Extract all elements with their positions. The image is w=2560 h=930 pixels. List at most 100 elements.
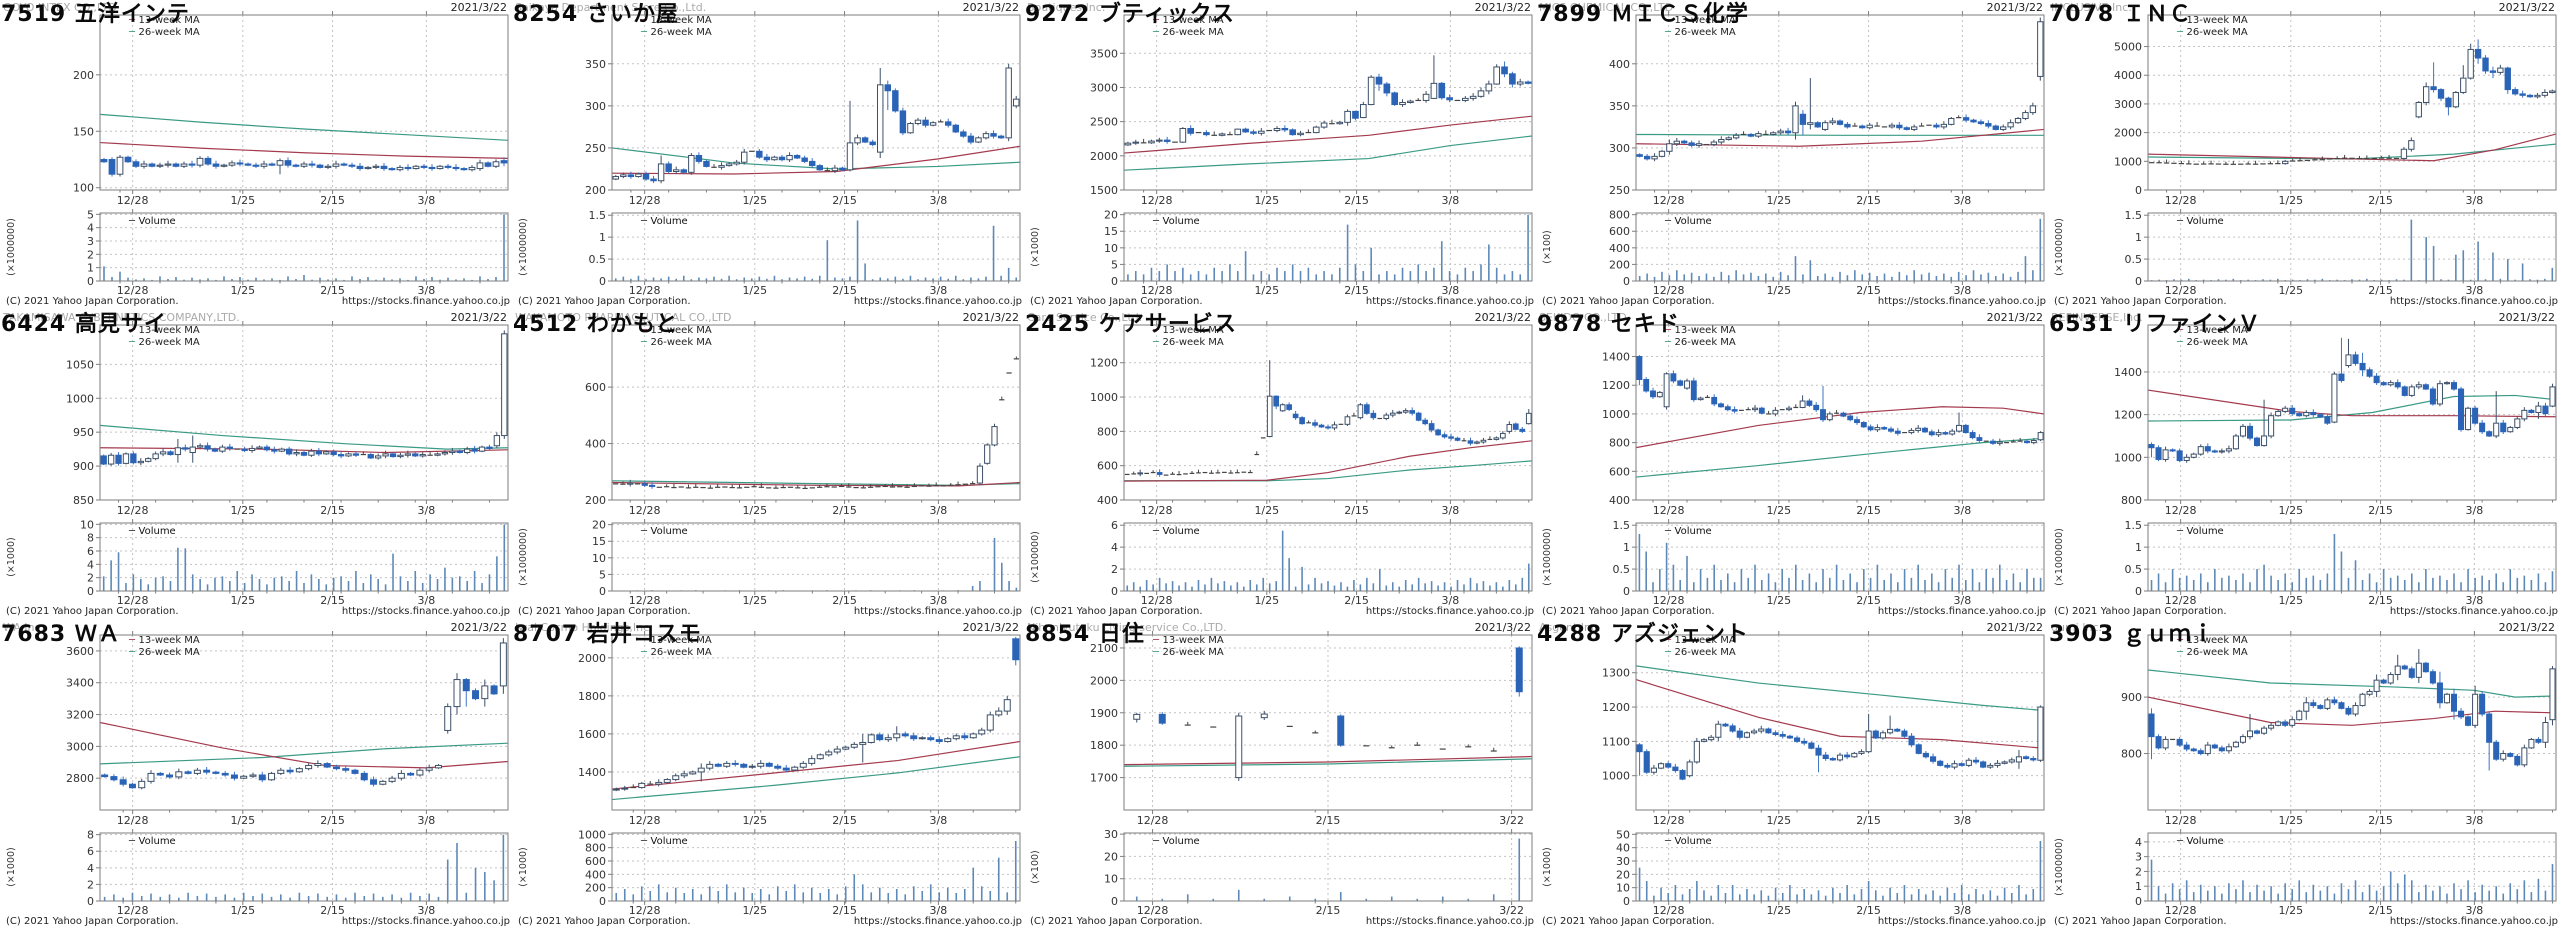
svg-text:2/15: 2/15 — [2368, 284, 2393, 297]
copyright-row: (C) 2021 Yahoo Japan Corporation. https:/… — [6, 296, 510, 307]
ma26-legend-marker: ─ — [641, 647, 651, 658]
chart-title: 7078 ＩＮＣ — [2049, 2, 2192, 27]
svg-text:0: 0 — [599, 275, 606, 288]
svg-text:12/28: 12/28 — [1137, 814, 1169, 827]
svg-text:1200: 1200 — [2114, 409, 2142, 422]
svg-text:30: 30 — [1104, 828, 1118, 841]
chart-title: 7683 ＷＡ — [1, 622, 121, 647]
svg-text:1000: 1000 — [578, 828, 606, 841]
svg-text:3/8: 3/8 — [2466, 814, 2484, 827]
ma13-legend-marker: ─ — [1153, 325, 1163, 336]
svg-text:600: 600 — [1097, 460, 1118, 473]
svg-text:3: 3 — [87, 235, 94, 248]
ma26-legend-item: ─ 26-week MA — [1153, 27, 1224, 38]
svg-text:400: 400 — [1609, 58, 1630, 71]
svg-text:0: 0 — [87, 275, 94, 288]
ma13-legend-item: ─ 13-week MA — [1665, 635, 1736, 646]
volume-legend-marker: ─ — [2177, 836, 2187, 847]
chart-svg-7519: 12/2812/281/251/252/152/153/83/810015020… — [6, 11, 509, 297]
copyright-text: (C) 2021 Yahoo Japan Corporation. — [1542, 916, 1715, 927]
svg-text:3/8: 3/8 — [1442, 284, 1460, 297]
svg-text:1: 1 — [599, 231, 606, 244]
svg-text:4: 4 — [1111, 541, 1118, 554]
svg-text:2/15: 2/15 — [832, 504, 857, 517]
volume-legend-marker: ─ — [1665, 216, 1675, 227]
ma13-line — [1635, 128, 2045, 147]
chart-watermark: WA,Inc. — [3, 621, 45, 634]
svg-text:0: 0 — [599, 895, 606, 908]
ma26-line — [1635, 133, 2044, 136]
svg-text:1/25: 1/25 — [230, 504, 255, 517]
svg-text:1/25: 1/25 — [1254, 504, 1279, 517]
volume-bars — [614, 220, 1018, 281]
svg-text:400: 400 — [585, 438, 606, 451]
svg-text:2/15: 2/15 — [320, 814, 345, 827]
site-url: https://stocks.finance.yahoo.co.jp — [1877, 296, 2046, 307]
svg-text:3000: 3000 — [66, 740, 94, 753]
chart-date: 2021/3/22 — [1474, 311, 1531, 324]
copyright-row: (C) 2021 Yahoo Japan Corporation. https:/… — [6, 916, 510, 927]
copyright-text: (C) 2021 Yahoo Japan Corporation. — [6, 916, 179, 927]
ma-legend: ─ 13-week MA ─ 26-week MA — [1153, 325, 1224, 349]
svg-text:3/8: 3/8 — [930, 194, 948, 207]
volume-bars — [102, 524, 506, 591]
copyright-text: (C) 2021 Yahoo Japan Corporation. — [1030, 606, 1203, 617]
ma13-legend-item: ─ 13-week MA — [1665, 325, 1736, 336]
chart-watermark: Nihonjyutaku Living service Co.,LTD. — [1027, 621, 1227, 634]
svg-text:0: 0 — [1111, 895, 1118, 908]
ma26-legend-item: ─ 26-week MA — [129, 647, 200, 658]
svg-text:2000: 2000 — [1090, 150, 1118, 163]
ma13-legend-marker: ─ — [1665, 325, 1675, 336]
svg-text:2/15: 2/15 — [2368, 814, 2393, 827]
chart-date: 2021/3/22 — [962, 621, 1019, 634]
chart-date: 2021/3/22 — [1474, 1, 1531, 14]
svg-text:2/15: 2/15 — [320, 594, 345, 607]
chart-watermark: Saikaya Department Store Co.,Ltd. — [515, 1, 707, 14]
chart-svg-4512: 12/2812/281/251/252/152/153/83/820040060… — [518, 321, 1021, 607]
svg-text:950: 950 — [73, 426, 94, 439]
ma-legend: ─ 13-week MA ─ 26-week MA — [1153, 635, 1224, 659]
svg-text:12/28: 12/28 — [2165, 594, 2197, 607]
svg-text:0.5: 0.5 — [2125, 563, 2143, 576]
svg-text:0: 0 — [1111, 275, 1118, 288]
copyright-text: (C) 2021 Yahoo Japan Corporation. — [2054, 296, 2227, 307]
svg-text:6: 6 — [87, 845, 94, 858]
copyright-text: (C) 2021 Yahoo Japan Corporation. — [6, 296, 179, 307]
chart-date: 2021/3/22 — [2498, 621, 2555, 634]
ma13-legend-marker: ─ — [1665, 635, 1675, 646]
volume-legend: ─ Volume — [129, 836, 176, 847]
ma-legend: ─ 13-week MA ─ 26-week MA — [129, 15, 200, 39]
ma26-line — [2147, 669, 2557, 698]
copyright-row: (C) 2021 Yahoo Japan Corporation. https:/… — [1030, 916, 1534, 927]
ma26-line — [2147, 143, 2557, 160]
svg-text:12/28: 12/28 — [1653, 284, 1685, 297]
volume-bars — [1638, 533, 2042, 591]
svg-text:1900: 1900 — [1090, 707, 1118, 720]
svg-text:3/8: 3/8 — [930, 904, 948, 917]
chart-svg-7683: 12/28 12/28 1/25 1/25 2/15 2/15 3/8 3/8 2800 3000… — [6, 631, 509, 917]
svg-text:3000: 3000 — [1090, 81, 1118, 94]
ma26-line — [611, 147, 1021, 170]
chart-date: 2021/3/22 — [450, 311, 507, 324]
volume-bars — [614, 537, 1018, 591]
chart-svg-7899: 12/28 12/28 1/25 1/25 2/15 2/15 3/8 3/8 250 300 35… — [1542, 11, 2045, 297]
site-url: https://stocks.finance.yahoo.co.jp — [341, 916, 510, 927]
ma13-line — [1123, 115, 1533, 154]
volume-legend-marker: ─ — [641, 836, 651, 847]
svg-text:2: 2 — [87, 572, 94, 585]
chart-title: 8707 岩井コスモ — [513, 622, 702, 647]
site-url: https://stocks.finance.yahoo.co.jp — [1365, 916, 1534, 927]
chart-cell-8854: 12/28 12/28 2/15 2/15 3/22 3/22 1700 1800 1900 20… — [1024, 620, 1536, 930]
chart-date: 2021/3/22 — [2498, 1, 2555, 14]
svg-text:800: 800 — [1609, 437, 1630, 450]
svg-text:2/15: 2/15 — [1316, 814, 1341, 827]
chart-cell-8707: 12/28 12/28 1/25 1/25 2/15 2/15 3/8 3/8 1400 1600… — [512, 620, 1024, 930]
chart-cell-4288: 12/28 12/28 1/25 1/25 2/15 2/15 3/8 3/8 1000 1100… — [1536, 620, 2048, 930]
svg-text:600: 600 — [585, 855, 606, 868]
svg-text:2/15: 2/15 — [320, 504, 345, 517]
svg-text:4000: 4000 — [2114, 69, 2142, 82]
svg-text:1/25: 1/25 — [742, 284, 767, 297]
chart-watermark: REFINVERSE,Inc. — [2051, 311, 2143, 324]
svg-text:1/25: 1/25 — [230, 284, 255, 297]
svg-text:1/25: 1/25 — [230, 904, 255, 917]
